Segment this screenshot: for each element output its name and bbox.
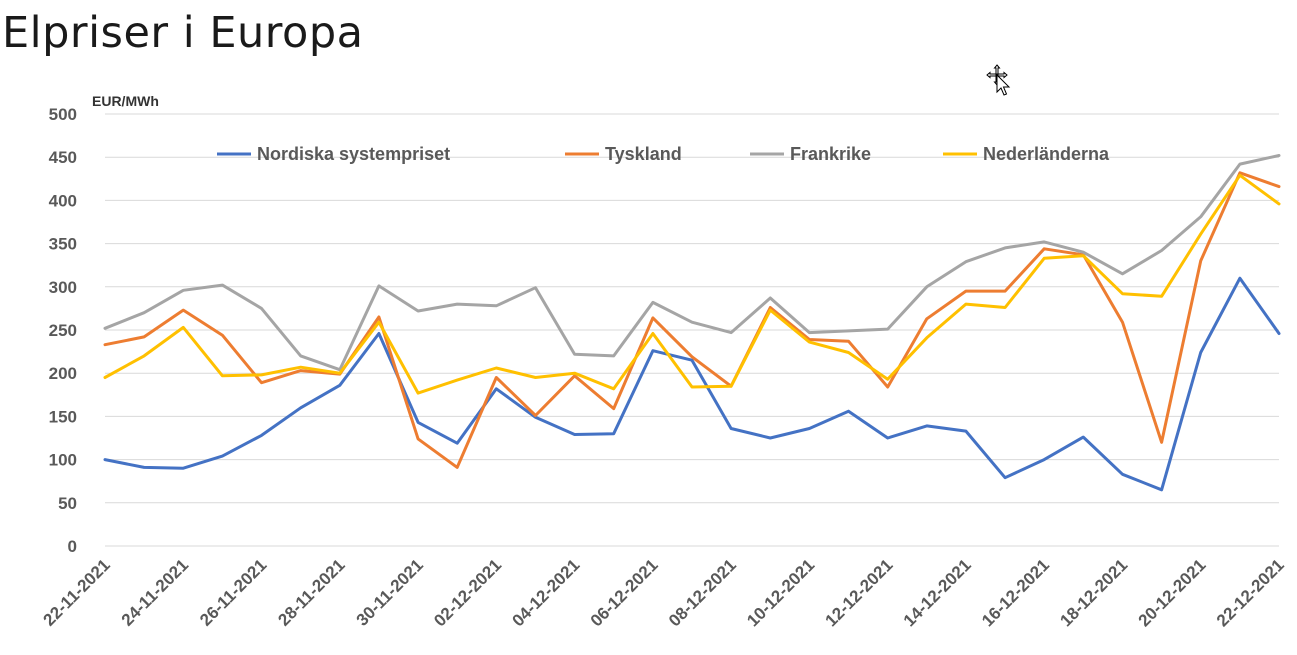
x-tick-label: 30-11-2021	[353, 555, 427, 629]
y-tick-label: 0	[68, 537, 77, 556]
series-line-3	[105, 156, 1279, 370]
x-tick-label: 04-12-2021	[508, 555, 583, 630]
series-line-1	[105, 278, 1279, 490]
x-tick-label: 24-11-2021	[118, 555, 192, 629]
x-tick-label: 06-12-2021	[587, 555, 662, 630]
x-tick-label: 26-11-2021	[196, 555, 270, 629]
y-tick-label: 450	[49, 148, 77, 167]
x-tick-label: 22-11-2021	[40, 555, 114, 629]
move-cursor-icon	[986, 64, 1012, 96]
series-lines	[105, 156, 1279, 490]
y-tick-label: 250	[49, 321, 77, 340]
legend-label-1: Nordiska systempriset	[257, 144, 450, 164]
y-tick-label: 300	[49, 278, 77, 297]
x-tick-label: 14-12-2021	[900, 555, 975, 630]
x-tick-label: 28-11-2021	[274, 555, 348, 629]
y-tick-label: 500	[49, 105, 77, 124]
x-tick-label: 16-12-2021	[978, 555, 1053, 630]
x-axis: 22-11-2021 24-11-2021 26-11-2021 28-11-2021…	[40, 555, 1288, 630]
x-tick-label: 02-12-2021	[430, 555, 505, 630]
y-tick-label: 100	[49, 451, 77, 470]
x-tick-label: 10-12-2021	[743, 555, 818, 630]
legend-label-2: Tyskland	[605, 144, 682, 164]
x-tick-label: 20-12-2021	[1135, 555, 1210, 630]
y-axis: 0 50 100 150 200 250 300 350 400 450 500	[49, 105, 77, 556]
legend-label-3: Frankrike	[790, 144, 871, 164]
x-tick-label: 18-12-2021	[1056, 555, 1131, 630]
legend: Nordiska systempriset Tyskland Frankrike Ne…	[217, 144, 1110, 164]
y-tick-label: 50	[58, 494, 77, 513]
y-axis-unit-label: EUR/MWh	[92, 93, 159, 109]
y-tick-label: 350	[49, 235, 77, 254]
y-tick-label: 150	[49, 407, 77, 426]
x-tick-label: 22-12-2021	[1213, 555, 1288, 630]
x-tick-label: 12-12-2021	[822, 555, 897, 630]
line-chart: 0 50 100 150 200 250 300 350 400 450 500 22-11-202…	[0, 0, 1297, 655]
x-tick-label: 08-12-2021	[665, 555, 740, 630]
y-tick-label: 400	[49, 191, 77, 210]
legend-label-4: Nederländerna	[983, 144, 1110, 164]
y-tick-label: 200	[49, 364, 77, 383]
